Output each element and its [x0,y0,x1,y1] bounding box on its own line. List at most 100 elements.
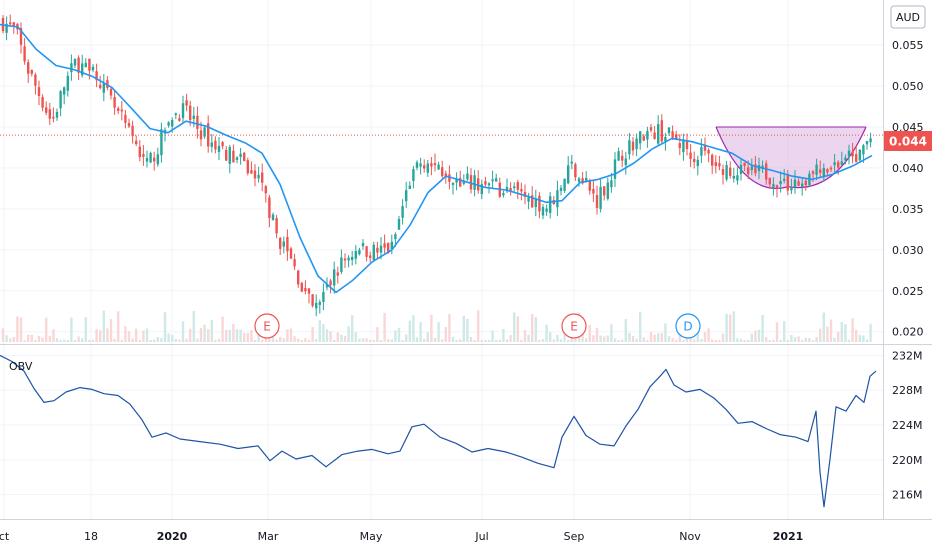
candle[interactable] [426,159,429,177]
candle[interactable] [383,234,386,254]
candle[interactable] [556,180,559,216]
candle[interactable] [653,126,656,140]
candle[interactable] [5,16,8,41]
candle[interactable] [484,176,487,187]
candle[interactable] [617,147,620,161]
candle[interactable] [793,170,797,194]
candle[interactable] [700,138,703,164]
candle[interactable] [45,101,48,116]
candle[interactable] [847,144,851,165]
candle[interactable] [185,93,188,112]
candle[interactable] [138,140,141,162]
candle[interactable] [397,215,401,230]
candle[interactable] [376,241,379,259]
candle[interactable] [570,154,573,170]
candle[interactable] [858,149,861,162]
candle[interactable] [829,165,833,172]
obv-axis[interactable]: 216M 220M 224M 228M 232M [892,349,923,501]
candle[interactable] [264,184,267,203]
candle[interactable] [91,64,95,73]
candle[interactable] [739,157,743,181]
candle[interactable] [300,281,303,293]
candle[interactable] [624,151,627,175]
moving-average-line[interactable] [0,23,873,294]
candle[interactable] [549,191,552,219]
candle[interactable] [9,14,12,27]
candle[interactable] [59,90,62,117]
candle[interactable] [196,106,199,139]
candle[interactable] [279,236,282,256]
candle[interactable] [732,167,735,183]
candle[interactable] [855,145,858,163]
candle[interactable] [678,134,681,156]
candle[interactable] [174,112,177,120]
candle[interactable] [77,55,80,80]
candle[interactable] [95,63,98,88]
candle[interactable] [567,156,570,185]
candle[interactable] [657,115,660,147]
candle[interactable] [714,155,717,174]
candle[interactable] [203,125,206,139]
candle[interactable] [495,173,498,182]
candle[interactable] [365,245,368,262]
candle[interactable] [707,148,710,163]
candle[interactable] [167,121,170,128]
candle[interactable] [81,54,84,78]
candle[interactable] [768,177,771,189]
candle[interactable] [466,166,469,181]
candle[interactable] [347,255,350,268]
candle[interactable] [451,182,455,195]
candle[interactable] [545,204,548,216]
candle[interactable] [268,194,271,228]
candle[interactable] [70,54,73,81]
candle[interactable] [127,118,131,128]
candle[interactable] [851,142,854,164]
candle[interactable] [840,151,843,166]
candle[interactable] [232,144,235,163]
candle[interactable] [361,239,365,250]
candle[interactable] [405,181,408,208]
candle[interactable] [660,114,663,144]
candle[interactable] [217,136,221,161]
time-axis[interactable]: ct 18 2020 Mar May Jul Sep Nov 2021 [0,530,803,543]
candle[interactable] [606,177,609,201]
candle[interactable] [210,133,213,153]
candle[interactable] [142,144,145,166]
obv-series[interactable] [0,354,877,508]
candle[interactable] [455,172,458,191]
candle[interactable] [815,158,818,181]
candle[interactable] [214,136,217,154]
candle[interactable] [415,160,419,171]
candle[interactable] [124,110,127,129]
candle[interactable] [721,164,725,185]
candle[interactable] [66,71,69,97]
candle[interactable] [275,214,278,239]
candle[interactable] [610,172,613,193]
candle[interactable] [135,135,138,147]
candle[interactable] [243,151,246,162]
candle[interactable] [711,153,714,175]
candle[interactable] [628,133,631,160]
candle[interactable] [131,120,134,144]
candle[interactable] [372,241,375,262]
candle[interactable] [286,229,289,261]
candle[interactable] [513,182,516,192]
candle[interactable] [289,246,293,260]
candle[interactable] [534,189,537,217]
candle[interactable] [433,153,437,172]
candle[interactable] [430,157,433,176]
candle[interactable] [19,22,23,54]
candle[interactable] [491,170,494,188]
candle[interactable] [592,181,595,202]
candle[interactable] [343,253,347,268]
candle[interactable] [613,152,617,187]
candle[interactable] [631,136,635,156]
candle[interactable] [819,160,822,178]
candle[interactable] [34,72,37,95]
candle[interactable] [736,167,739,185]
candle[interactable] [423,159,426,173]
candle[interactable] [282,236,285,254]
candle[interactable] [635,133,638,157]
